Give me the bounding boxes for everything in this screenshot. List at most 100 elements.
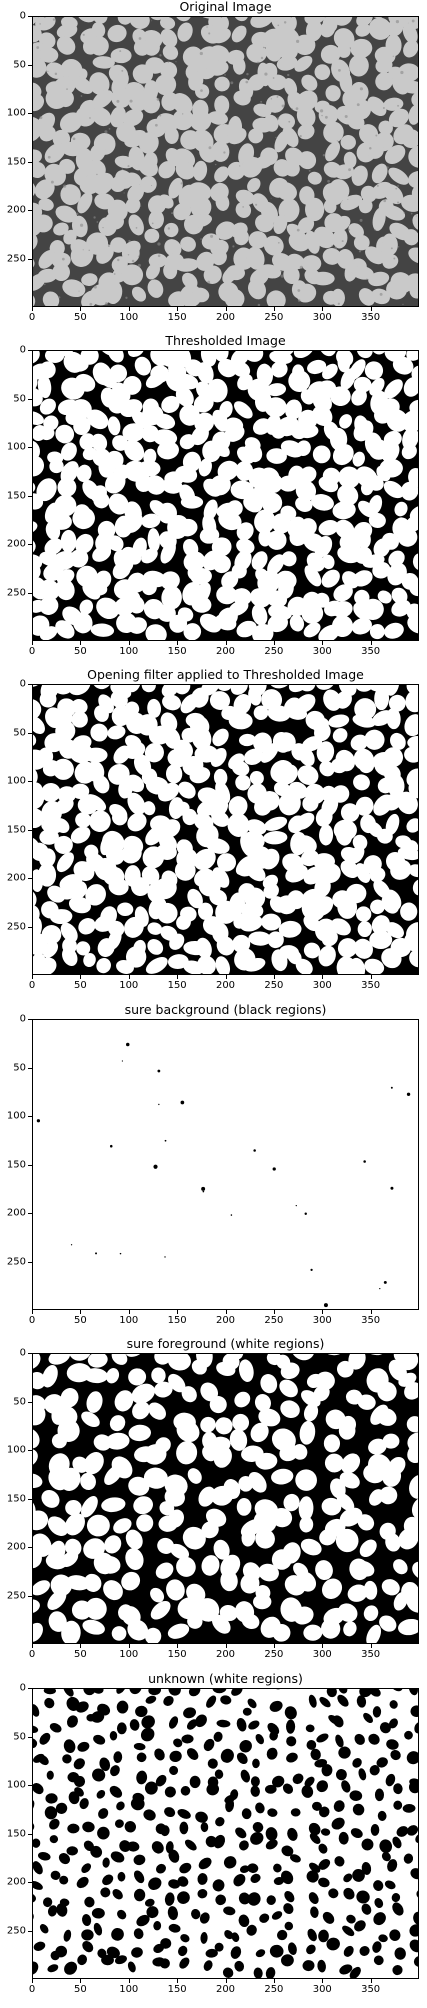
x-tick-label: 150 xyxy=(167,1315,187,1326)
y-tick-mark xyxy=(28,878,32,879)
x-tick-label: 200 xyxy=(215,1315,236,1326)
image-raster xyxy=(33,351,418,640)
x-tick-mark xyxy=(225,1979,227,1983)
x-tick-mark xyxy=(80,1979,82,1983)
x-tick-label: 200 xyxy=(215,1649,236,1660)
y-tick-label: 150 xyxy=(6,156,26,167)
y-tick-label: 100 xyxy=(6,775,26,787)
panel-title: Opening filter applied to Thresholded Im… xyxy=(87,667,364,682)
x-tick-label: 0 xyxy=(28,1984,36,1995)
x-tick-label: 100 xyxy=(119,980,139,991)
y-tick-mark xyxy=(28,781,32,782)
image-raster xyxy=(33,685,418,974)
x-tick-label: 150 xyxy=(167,312,187,323)
image-axes xyxy=(32,16,419,307)
x-tick-label: 150 xyxy=(167,646,187,657)
x-tick-mark xyxy=(370,1644,372,1648)
y-tick-mark xyxy=(28,258,32,260)
y-tick-mark xyxy=(28,829,32,831)
image-raster xyxy=(33,1689,418,1978)
x-tick-label: 300 xyxy=(312,1984,332,1995)
x-tick-mark xyxy=(177,975,179,979)
y-tick-mark xyxy=(28,1067,32,1069)
y-tick-mark xyxy=(28,398,32,400)
x-tick-mark xyxy=(128,1310,130,1314)
x-tick-label: 100 xyxy=(119,1649,139,1660)
y-tick-label: 50 xyxy=(13,1062,26,1073)
x-tick-mark xyxy=(322,641,324,645)
x-tick-label: 50 xyxy=(74,1984,87,1995)
y-tick-label: 250 xyxy=(6,1590,26,1601)
x-tick-label: 100 xyxy=(119,646,139,657)
x-tick-mark xyxy=(80,307,82,311)
y-tick-mark xyxy=(28,1213,32,1214)
panel-title: Thresholded Image xyxy=(165,333,286,348)
panel-title: sure background (black regions) xyxy=(124,1002,327,1017)
y-tick-mark xyxy=(28,544,32,545)
x-tick-label: 300 xyxy=(312,1315,332,1326)
y-tick-mark xyxy=(28,684,32,685)
y-tick-label: 0 xyxy=(19,678,26,690)
x-tick-label: 100 xyxy=(119,1315,139,1326)
image-axes xyxy=(32,1353,419,1644)
x-tick-mark xyxy=(80,1644,82,1648)
x-tick-mark xyxy=(225,975,227,979)
x-tick-mark xyxy=(80,975,82,979)
y-tick-label: 0 xyxy=(19,1013,26,1025)
y-tick-label: 100 xyxy=(6,441,26,453)
y-tick-mark xyxy=(28,1547,32,1548)
x-tick-label: 0 xyxy=(28,312,36,323)
panel-title: Original Image xyxy=(179,0,272,14)
image-raster xyxy=(33,17,418,306)
image-axes xyxy=(32,684,419,975)
y-tick-label: 100 xyxy=(6,1110,26,1122)
x-tick-mark xyxy=(128,1644,130,1648)
x-tick-mark xyxy=(370,1979,372,1983)
x-tick-mark xyxy=(32,975,33,979)
y-tick-mark xyxy=(28,64,32,66)
x-tick-label: 50 xyxy=(74,646,87,657)
x-tick-label: 250 xyxy=(264,980,284,991)
y-tick-label: 200 xyxy=(6,538,26,550)
y-tick-label: 0 xyxy=(19,344,26,356)
y-tick-mark xyxy=(28,1833,32,1835)
image-axes xyxy=(32,1688,419,1979)
x-tick-label: 200 xyxy=(215,1984,236,1995)
x-tick-mark xyxy=(370,975,372,979)
x-tick-label: 300 xyxy=(312,980,332,991)
x-tick-label: 150 xyxy=(167,1649,187,1660)
x-tick-mark xyxy=(370,1310,372,1314)
panel-title: unknown (white regions) xyxy=(148,1671,303,1686)
x-tick-mark xyxy=(225,1310,227,1314)
x-tick-label: 250 xyxy=(264,312,284,323)
x-tick-mark xyxy=(177,307,179,311)
y-tick-mark xyxy=(28,113,32,114)
y-tick-mark xyxy=(28,1450,32,1451)
x-tick-mark xyxy=(128,307,130,311)
y-tick-label: 50 xyxy=(13,1396,26,1407)
y-tick-label: 150 xyxy=(6,1493,26,1504)
y-tick-label: 250 xyxy=(6,587,26,598)
x-tick-label: 350 xyxy=(361,1315,381,1326)
x-tick-label: 350 xyxy=(361,1649,381,1660)
y-tick-mark xyxy=(28,1498,32,1500)
y-tick-label: 250 xyxy=(6,921,26,932)
y-tick-label: 100 xyxy=(6,107,26,119)
x-tick-mark xyxy=(177,641,179,645)
y-tick-mark xyxy=(28,926,32,928)
y-tick-mark xyxy=(28,1882,32,1883)
image-raster xyxy=(33,1020,418,1309)
x-tick-mark xyxy=(32,307,33,311)
y-tick-mark xyxy=(28,1736,32,1738)
x-tick-label: 200 xyxy=(215,312,236,323)
x-tick-mark xyxy=(273,975,275,979)
y-tick-mark xyxy=(28,1785,32,1786)
x-tick-label: 100 xyxy=(119,312,139,323)
panel-title: sure foreground (white regions) xyxy=(126,1336,325,1351)
y-tick-mark xyxy=(28,350,32,351)
x-tick-mark xyxy=(322,975,324,979)
x-tick-mark xyxy=(225,1644,227,1648)
x-tick-mark xyxy=(370,641,372,645)
x-tick-label: 0 xyxy=(28,1649,36,1660)
x-tick-label: 200 xyxy=(215,646,236,657)
